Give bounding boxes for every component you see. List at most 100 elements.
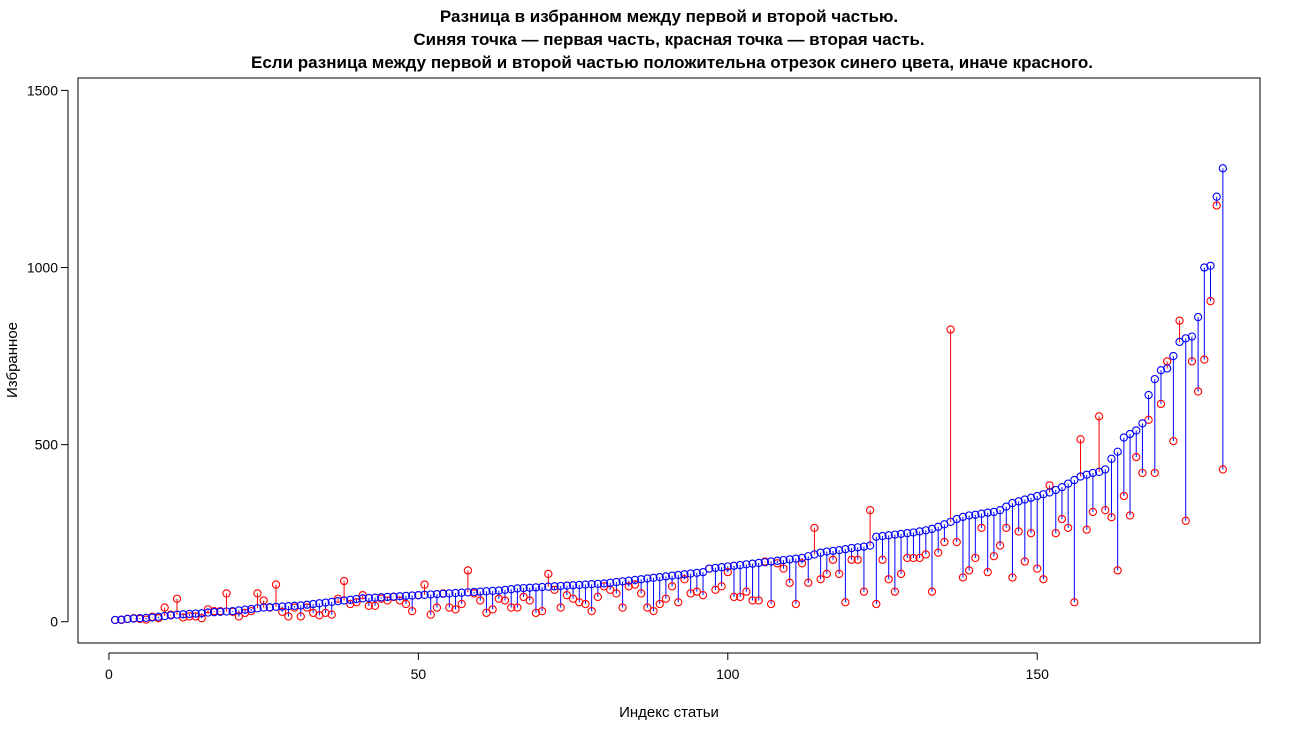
second-part-point xyxy=(1125,511,1135,520)
second-part-point xyxy=(946,325,955,334)
first-part-point xyxy=(1101,465,1110,474)
second-part-point xyxy=(1094,412,1104,421)
second-part-point xyxy=(1181,516,1190,525)
second-part-point xyxy=(507,603,516,612)
first-part-point xyxy=(742,560,751,569)
first-part-point xyxy=(779,555,788,565)
first-part-point xyxy=(110,615,120,625)
second-part-point xyxy=(1193,387,1203,396)
second-part-point xyxy=(420,580,429,589)
first-part-point xyxy=(451,588,460,598)
first-part-point xyxy=(556,581,565,591)
second-part-point xyxy=(1175,316,1184,325)
second-part-point xyxy=(1070,598,1079,607)
first-part-point xyxy=(296,601,305,610)
first-part-point xyxy=(432,589,442,599)
first-part-point xyxy=(253,604,262,613)
second-part-point xyxy=(915,553,924,563)
second-part-point xyxy=(958,573,968,582)
first-part-point xyxy=(890,530,900,539)
second-part-point xyxy=(1076,435,1085,444)
second-part-point xyxy=(593,592,602,602)
first-part-point xyxy=(525,583,534,592)
second-part-point xyxy=(568,594,578,603)
first-part-point xyxy=(711,563,720,573)
first-part-point xyxy=(995,506,1005,515)
first-part-point xyxy=(315,599,324,608)
second-part-point xyxy=(754,596,763,605)
chart-title-line-1: Разница в избранном между первой и второ… xyxy=(440,7,898,26)
first-part-point xyxy=(1187,332,1197,341)
first-part-point xyxy=(822,547,831,556)
first-part-point xyxy=(1113,447,1122,456)
second-part-point xyxy=(1206,297,1215,306)
first-part-point xyxy=(878,531,887,541)
first-part-point xyxy=(791,554,801,563)
x-tick-label: 0 xyxy=(105,666,113,682)
first-part-point xyxy=(896,529,906,539)
second-part-point xyxy=(816,575,825,584)
second-part-point xyxy=(934,548,943,557)
first-part-point xyxy=(1181,334,1190,343)
second-part-point xyxy=(408,606,417,616)
first-part-point xyxy=(1020,495,1029,504)
second-part-point xyxy=(723,568,732,577)
first-part-point xyxy=(1144,390,1153,400)
first-part-point xyxy=(655,572,664,582)
second-part-point xyxy=(296,612,305,621)
second-part-point xyxy=(271,580,281,589)
first-part-point xyxy=(197,609,206,618)
first-part-point xyxy=(587,580,596,589)
second-part-point xyxy=(1113,566,1122,575)
first-part-point xyxy=(624,576,633,585)
first-part-point xyxy=(141,613,151,622)
first-part-point xyxy=(222,607,231,616)
second-part-point xyxy=(909,553,918,563)
first-part-point xyxy=(166,611,175,620)
first-part-point xyxy=(309,599,318,609)
second-part-point xyxy=(1132,452,1141,462)
second-part-point xyxy=(1082,525,1091,534)
second-part-point xyxy=(1020,557,1029,566)
second-part-point xyxy=(766,599,776,609)
first-part-point xyxy=(835,546,844,555)
first-part-point xyxy=(903,529,912,538)
first-part-point xyxy=(1057,482,1067,492)
second-part-point xyxy=(1002,523,1011,533)
first-part-point xyxy=(117,615,126,624)
second-part-point xyxy=(884,575,893,584)
first-part-point xyxy=(1150,374,1159,384)
y-tick-label: 500 xyxy=(35,437,59,453)
first-part-point xyxy=(271,602,281,612)
first-part-point xyxy=(346,595,355,604)
second-part-point xyxy=(872,599,881,609)
first-part-point xyxy=(674,570,683,580)
second-part-point xyxy=(395,596,404,605)
second-part-point xyxy=(822,569,831,579)
first-part-point xyxy=(513,584,522,593)
y-axis: 0 500 1000 1500 xyxy=(27,82,69,630)
first-part-point xyxy=(983,508,992,517)
first-part-point xyxy=(568,581,578,590)
first-part-point xyxy=(853,543,862,552)
first-part-point xyxy=(494,586,503,595)
second-part-point xyxy=(661,594,671,603)
second-part-point xyxy=(1101,506,1110,515)
first-part-point xyxy=(717,563,726,572)
first-part-point xyxy=(1002,502,1011,511)
first-part-point xyxy=(1163,364,1172,373)
first-part-point xyxy=(748,559,757,568)
first-part-point xyxy=(723,562,732,571)
second-part-point xyxy=(1026,529,1036,538)
second-part-point xyxy=(575,598,584,607)
second-part-point xyxy=(667,582,677,591)
second-part-point xyxy=(1218,465,1228,474)
first-part-point xyxy=(383,592,392,602)
first-part-point xyxy=(637,575,646,584)
first-part-point xyxy=(1200,263,1209,272)
first-part-point xyxy=(649,573,658,582)
second-part-point xyxy=(952,537,961,547)
second-part-point xyxy=(779,564,788,573)
second-part-point xyxy=(964,566,974,575)
second-part-point xyxy=(1138,468,1147,478)
